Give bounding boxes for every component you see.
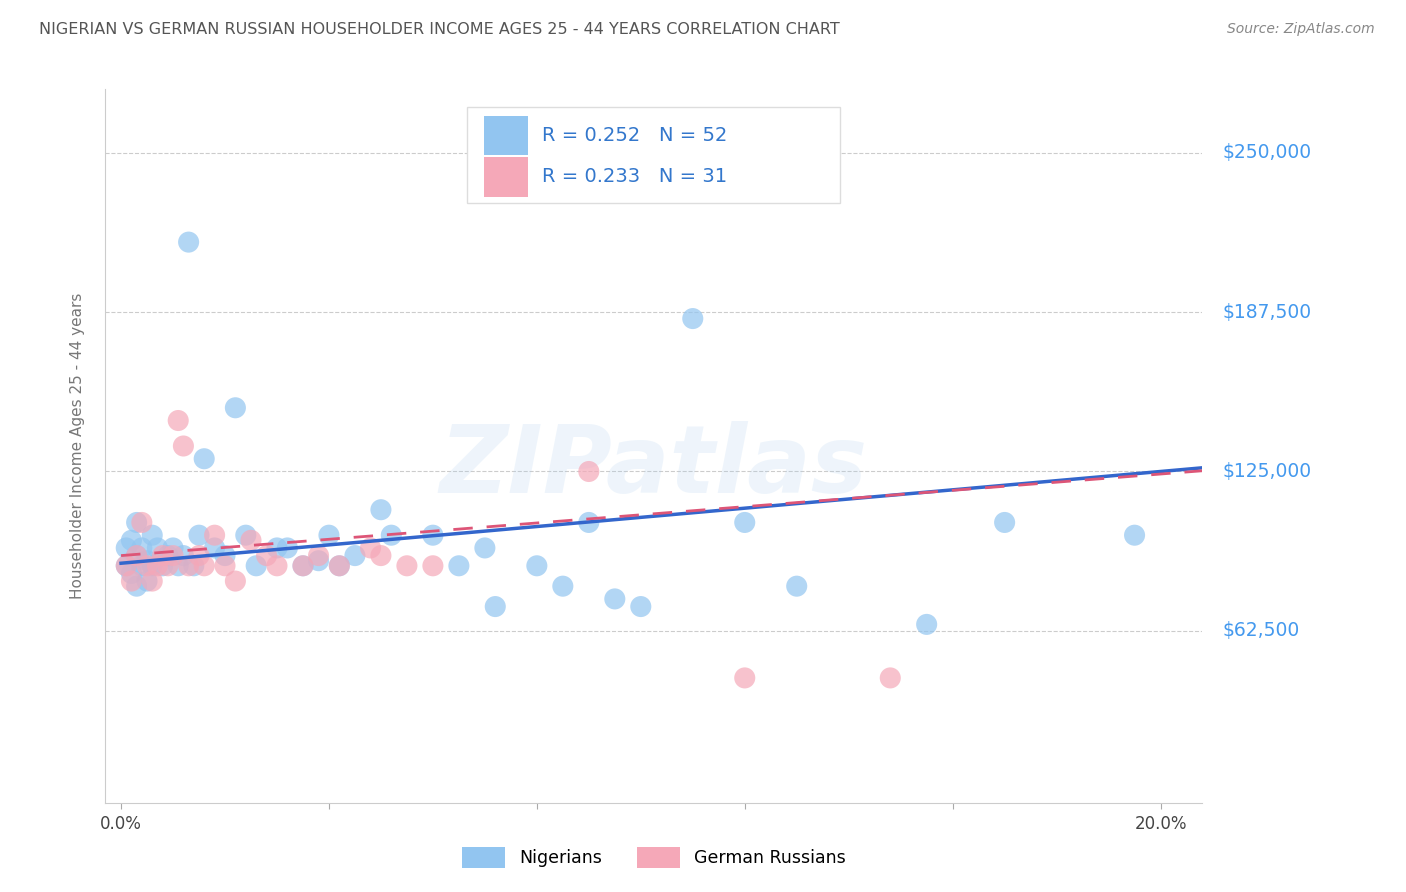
Point bbox=[167, 413, 190, 427]
Point bbox=[177, 235, 200, 249]
Point bbox=[152, 549, 174, 563]
Point bbox=[120, 533, 142, 548]
Point bbox=[146, 541, 169, 555]
Point bbox=[183, 558, 205, 573]
Point bbox=[551, 579, 574, 593]
Y-axis label: Householder Income Ages 25 - 44 years: Householder Income Ages 25 - 44 years bbox=[70, 293, 84, 599]
Legend: Nigerians, German Russians: Nigerians, German Russians bbox=[453, 838, 855, 876]
Point bbox=[235, 528, 257, 542]
Point bbox=[115, 541, 138, 555]
Point bbox=[578, 516, 600, 530]
Point bbox=[879, 671, 901, 685]
Point bbox=[172, 549, 194, 563]
Point bbox=[141, 558, 163, 573]
Point bbox=[131, 516, 153, 530]
Point bbox=[115, 558, 138, 573]
Point bbox=[204, 528, 226, 542]
Point bbox=[526, 558, 548, 573]
Point bbox=[682, 311, 704, 326]
Point bbox=[193, 558, 215, 573]
Point bbox=[125, 549, 148, 563]
Point bbox=[630, 599, 652, 614]
Point bbox=[994, 516, 1017, 530]
Point bbox=[131, 541, 153, 555]
Text: R = 0.233   N = 31: R = 0.233 N = 31 bbox=[541, 168, 727, 186]
Point bbox=[188, 528, 211, 542]
Point bbox=[422, 528, 444, 542]
Point bbox=[786, 579, 808, 593]
Point bbox=[188, 549, 211, 563]
Point bbox=[447, 558, 470, 573]
Point bbox=[291, 558, 314, 573]
Point bbox=[162, 549, 184, 563]
Point bbox=[146, 558, 169, 573]
Point bbox=[1123, 528, 1146, 542]
Point bbox=[125, 516, 148, 530]
Point bbox=[156, 549, 179, 563]
Point bbox=[120, 566, 142, 581]
Point bbox=[162, 541, 184, 555]
Point bbox=[266, 558, 288, 573]
Point bbox=[266, 541, 288, 555]
Point bbox=[115, 558, 138, 573]
Point bbox=[125, 579, 148, 593]
Point bbox=[177, 558, 200, 573]
Point bbox=[141, 528, 163, 542]
Point bbox=[328, 558, 350, 573]
Point bbox=[152, 558, 174, 573]
Text: ZIPatlas: ZIPatlas bbox=[440, 421, 868, 514]
Point bbox=[245, 558, 267, 573]
Point bbox=[603, 591, 626, 606]
Text: $125,000: $125,000 bbox=[1223, 462, 1312, 481]
Point bbox=[474, 541, 496, 555]
Point bbox=[214, 549, 236, 563]
Point bbox=[136, 554, 159, 568]
Point bbox=[156, 558, 179, 573]
Point bbox=[734, 671, 756, 685]
Point bbox=[308, 554, 330, 568]
Point bbox=[328, 558, 350, 573]
Text: NIGERIAN VS GERMAN RUSSIAN HOUSEHOLDER INCOME AGES 25 - 44 YEARS CORRELATION CHA: NIGERIAN VS GERMAN RUSSIAN HOUSEHOLDER I… bbox=[39, 22, 841, 37]
Text: Source: ZipAtlas.com: Source: ZipAtlas.com bbox=[1227, 22, 1375, 37]
Point bbox=[343, 549, 366, 563]
Point bbox=[136, 574, 159, 588]
Bar bbox=[484, 157, 527, 196]
Point bbox=[291, 558, 314, 573]
Point bbox=[224, 401, 246, 415]
Point bbox=[370, 549, 392, 563]
Point bbox=[395, 558, 418, 573]
Point bbox=[380, 528, 402, 542]
Text: $62,500: $62,500 bbox=[1223, 621, 1301, 640]
Point bbox=[204, 541, 226, 555]
Point bbox=[484, 599, 506, 614]
Point bbox=[167, 558, 190, 573]
Point bbox=[915, 617, 938, 632]
Point bbox=[370, 502, 392, 516]
Point bbox=[318, 528, 340, 542]
Point bbox=[120, 574, 142, 588]
Point bbox=[422, 558, 444, 573]
FancyBboxPatch shape bbox=[467, 107, 841, 203]
Point bbox=[172, 439, 194, 453]
Point bbox=[136, 558, 159, 573]
Point bbox=[131, 558, 153, 573]
Text: $250,000: $250,000 bbox=[1223, 144, 1312, 162]
Point bbox=[240, 533, 263, 548]
Point bbox=[276, 541, 298, 555]
Point bbox=[734, 516, 756, 530]
Point bbox=[578, 465, 600, 479]
Bar bbox=[484, 116, 527, 155]
Point bbox=[125, 549, 148, 563]
Point bbox=[224, 574, 246, 588]
Text: R = 0.252   N = 52: R = 0.252 N = 52 bbox=[541, 126, 727, 145]
Text: $187,500: $187,500 bbox=[1223, 302, 1312, 322]
Point bbox=[308, 549, 330, 563]
Point bbox=[256, 549, 278, 563]
Point bbox=[193, 451, 215, 466]
Point bbox=[141, 574, 163, 588]
Point bbox=[214, 558, 236, 573]
Point bbox=[360, 541, 382, 555]
